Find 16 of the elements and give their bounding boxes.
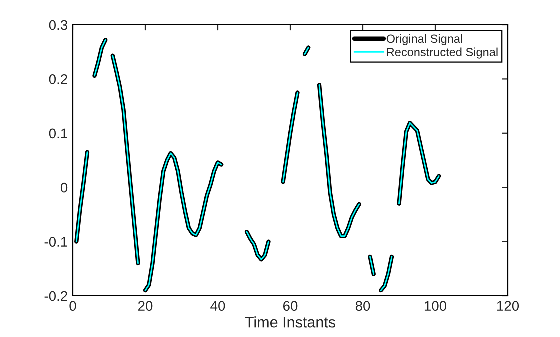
x-tick-label: 120 (497, 301, 520, 312)
y-tick-label: 0.1 (49, 128, 68, 139)
y-tick-label: -0.1 (44, 237, 68, 247)
y-tick-label: 0.3 (49, 20, 68, 30)
x-axis-title: Time Instants (245, 316, 336, 328)
x-tick-label: 100 (424, 301, 447, 312)
x-tick-label: 80 (356, 301, 370, 312)
y-tick-label: 0.2 (49, 74, 68, 84)
x-tick-label: 60 (283, 301, 298, 312)
x-tick-label: 0 (70, 301, 76, 312)
y-tick-label: -0.2 (44, 291, 68, 302)
y-tick-label: 0 (60, 182, 68, 193)
x-tick-label: 20 (138, 301, 153, 312)
legend-label: Original Signal (386, 34, 462, 46)
legend-label: Reconstructed Signal (387, 48, 498, 59)
x-tick-label: 40 (210, 301, 226, 312)
